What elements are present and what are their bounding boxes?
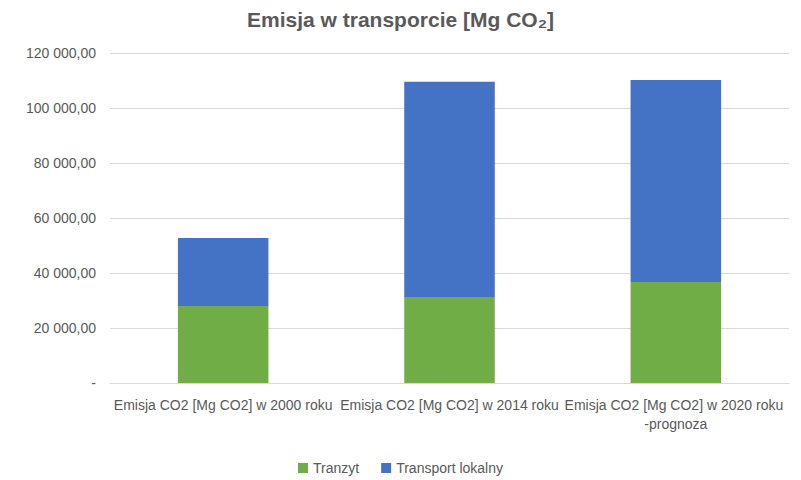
- svg-text:100 000,00: 100 000,00: [26, 100, 96, 116]
- svg-text:Emisja CO2 [Mg CO2] w 2020 rok: Emisja CO2 [Mg CO2] w 2020 roku: [565, 397, 788, 413]
- svg-text:20 000,00: 20 000,00: [34, 320, 96, 336]
- svg-text:Tranzyt: Tranzyt: [313, 460, 359, 476]
- svg-text:-prognoza: -prognoza: [644, 416, 707, 432]
- svg-text:-: -: [91, 375, 96, 391]
- svg-text:Emisja CO2 [Mg CO2] w 2000 rok: Emisja CO2 [Mg CO2] w 2000 roku: [114, 397, 333, 413]
- svg-text:Emisja CO2 [Mg CO2] w 2014 rok: Emisja CO2 [Mg CO2] w 2014 roku: [340, 397, 559, 413]
- svg-text:120 000,00: 120 000,00: [26, 45, 96, 61]
- svg-text:40 000,00: 40 000,00: [34, 265, 96, 281]
- svg-text:80 000,00: 80 000,00: [34, 155, 96, 171]
- svg-text:Transport lokalny: Transport lokalny: [396, 460, 503, 476]
- svg-text:60 000,00: 60 000,00: [34, 210, 96, 226]
- svg-text:Emisja w transporcie [Mg CO₂]: Emisja w transporcie [Mg CO₂]: [247, 8, 554, 31]
